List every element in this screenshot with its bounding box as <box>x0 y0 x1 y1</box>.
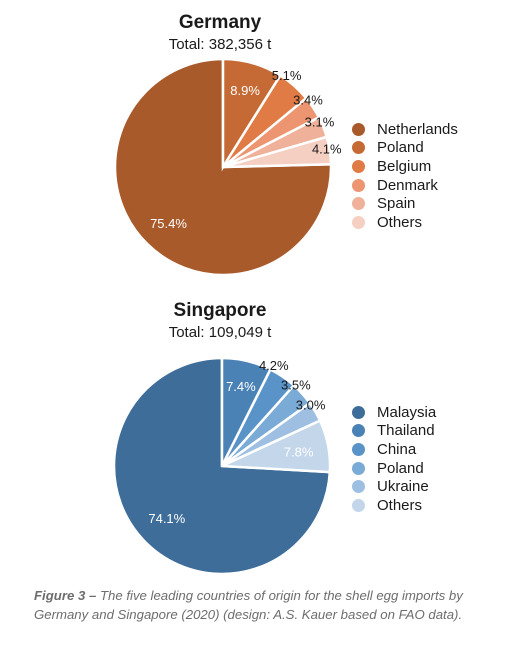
legend-swatch <box>352 215 365 229</box>
legend-swatch <box>352 480 365 494</box>
legend-swatch <box>352 461 365 475</box>
legend-label: Belgium <box>377 157 432 175</box>
legend-item: Ukraine <box>352 477 436 496</box>
singapore-pie: 74.1% 7.4%4.2% 3.5% 3.0% 7.8% <box>112 356 332 576</box>
legend-item: Others <box>352 213 458 232</box>
slice-value-label: 7.8% <box>284 444 314 459</box>
slice-value-label: 75.4% <box>150 216 187 231</box>
slice-value-label: 3.0% <box>296 398 326 413</box>
singapore-chart: Singapore Total: 109,049 t 74.1% 7.4% 4.2%… <box>0 288 510 578</box>
legend-swatch <box>352 122 365 136</box>
slice-value-label: 4.1% <box>312 141 342 156</box>
legend-item: Malaysia <box>352 403 436 422</box>
slice-value-label: 5.1% <box>272 68 302 83</box>
legend-label: Netherlands <box>377 120 458 138</box>
legend-item: Poland <box>352 459 436 478</box>
slice-value-label: 7.4% <box>226 379 256 394</box>
legend-item: Poland <box>352 139 458 158</box>
pie-slice <box>221 418 332 474</box>
legend-swatch <box>352 178 365 192</box>
germany-chart: Germany Total: 382,356 t 75.4% 8.9% 5.1% 3.… <box>0 0 510 285</box>
chart-subtitle: Total: 382,356 t <box>168 36 272 53</box>
legend-label: Spain <box>377 195 416 213</box>
legend-swatch <box>352 405 365 419</box>
legend-item: Thailand <box>352 422 436 441</box>
legend-item: Spain <box>352 194 458 213</box>
singapore-legend: Malaysia Thailand China Poland Ukraine O… <box>352 403 436 515</box>
slice-value-label: 3.4% <box>293 93 323 108</box>
germany-pie: 75.4% 8.9% 5.1% 3.4% 3.1% 4.1% <box>113 57 342 277</box>
legend-item: Netherlands <box>352 120 458 139</box>
legend-label: China <box>377 440 417 458</box>
slice-value-label: 3.1% <box>305 115 335 130</box>
legend-swatch <box>352 159 365 173</box>
legend-item: China <box>352 440 436 459</box>
legend-item: Denmark <box>352 176 458 195</box>
pie-slice <box>222 135 333 169</box>
legend-label: Poland <box>377 139 424 157</box>
legend-label: Ukraine <box>377 478 429 496</box>
legend-label: Thailand <box>377 422 435 440</box>
chart-subtitle: Total: 109,049 t <box>168 324 272 341</box>
figure-label: Figure 3 – <box>34 588 97 603</box>
figure-caption: Figure 3 – The five leading countries of… <box>34 586 484 624</box>
legend-item: Belgium <box>352 157 458 176</box>
slice-value-label: 4.2% <box>259 358 289 373</box>
caption-text: The five leading countries of origin for… <box>34 588 463 622</box>
legend-swatch <box>352 141 365 155</box>
legend-item: Others <box>352 496 436 515</box>
legend-swatch <box>352 424 365 438</box>
slice-value-label: 74.1% <box>148 511 185 526</box>
slice-value-label: 8.9% <box>230 83 260 98</box>
chart-title: Singapore <box>173 300 267 321</box>
legend-label: Others <box>377 213 423 231</box>
legend-swatch <box>352 442 365 456</box>
chart-title: Germany <box>178 12 262 33</box>
legend-swatch <box>352 197 365 211</box>
legend-label: Denmark <box>377 176 438 194</box>
legend-swatch <box>352 498 365 512</box>
legend-label: Poland <box>377 459 424 477</box>
legend-label: Others <box>377 496 423 514</box>
legend-label: Malaysia <box>377 403 437 421</box>
germany-legend: Netherlands Poland Belgium Denmark Spain… <box>352 120 458 232</box>
slice-value-label: 3.5% <box>281 378 311 393</box>
